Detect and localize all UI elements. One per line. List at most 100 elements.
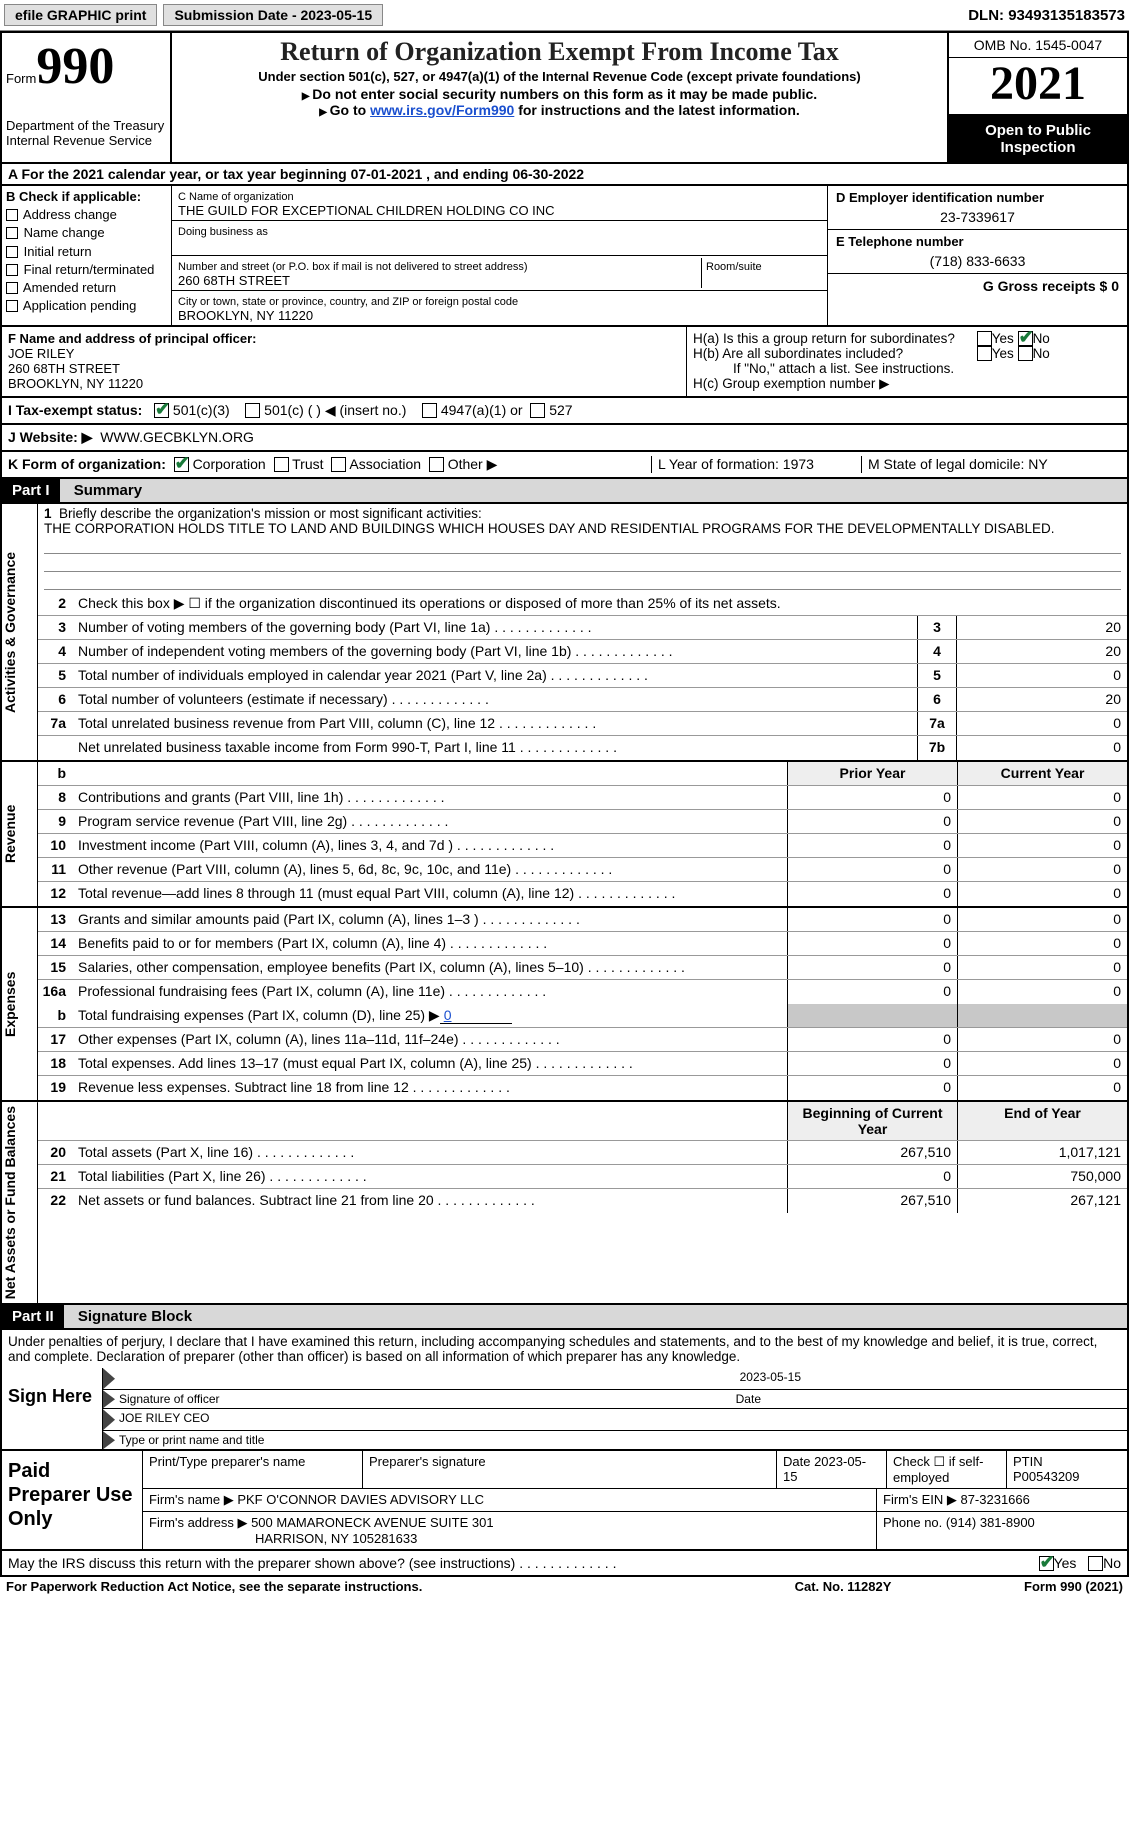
line-7a: 7a Total unrelated business revenue from…: [38, 712, 1127, 736]
num-7a: 7a: [38, 712, 74, 735]
room-label: Room/suite: [706, 261, 762, 273]
k-assoc[interactable]: [331, 457, 346, 472]
f-no: No: [1103, 1555, 1121, 1571]
curr-12: 0: [957, 882, 1127, 906]
p-row-3: Firm's address ▶ 500 MAMARONECK AVENUE S…: [143, 1512, 1127, 1549]
prior-15: 0: [787, 956, 957, 979]
ha-yes[interactable]: [977, 331, 992, 346]
omb-number: OMB No. 1545-0047: [949, 33, 1127, 58]
website-value: WWW.GECBKLYN.ORG: [100, 429, 254, 445]
firm-name-l: Firm's name ▶: [149, 1492, 234, 1507]
header-right: OMB No. 1545-0047 2021 Open to Public In…: [947, 33, 1127, 162]
ha-no[interactable]: [1018, 331, 1033, 346]
header-middle: Return of Organization Exempt From Incom…: [172, 33, 947, 162]
prep-date: Date 2023-05-15: [777, 1451, 887, 1488]
city-state-zip: BROOKLYN, NY 11220: [178, 308, 313, 323]
hb-yes[interactable]: [977, 346, 992, 361]
ein-label: D Employer identification number: [836, 190, 1119, 205]
city-label: City or town, state or province, country…: [178, 296, 518, 308]
line-20: 20 Total assets (Part X, line 16) 267,51…: [38, 1141, 1127, 1165]
irs-label: Internal Revenue Service: [6, 133, 166, 148]
prior-10: 0: [787, 834, 957, 857]
txt-14: Benefits paid to or for members (Part IX…: [74, 932, 787, 955]
sig-right: 2023-05-15 Signature of officerDate JOE …: [102, 1368, 1127, 1449]
col-d: D Employer identification number 23-7339…: [827, 186, 1127, 325]
curr-8: 0: [957, 786, 1127, 809]
irs-link[interactable]: www.irs.gov/Form990: [370, 102, 514, 118]
bottom-bar: For Paperwork Reduction Act Notice, see …: [0, 1577, 1129, 1596]
checkbox-name-change[interactable]: [6, 227, 18, 239]
col-b-title: B Check if applicable:: [6, 189, 141, 204]
line-21: 21 Total liabilities (Part X, line 26) 0…: [38, 1165, 1127, 1189]
checkbox-initial-return[interactable]: [6, 246, 18, 258]
side-ag: Activities & Governance: [2, 504, 38, 760]
line-6: 6 Total number of volunteers (estimate i…: [38, 688, 1127, 712]
curr-18: 0: [957, 1052, 1127, 1075]
num-8: 8: [38, 786, 74, 809]
txt-10: Investment income (Part VIII, column (A)…: [74, 834, 787, 857]
opt-5: Application pending: [23, 298, 136, 313]
sig-date: 2023-05-15: [740, 1370, 801, 1384]
k-trust[interactable]: [274, 457, 289, 472]
entity-area: B Check if applicable: Address change Na…: [0, 186, 1129, 327]
line-5: 5 Total number of individuals employed i…: [38, 664, 1127, 688]
hc-label: H(c) Group exemption number ▶: [693, 376, 1121, 392]
txt-8: Contributions and grants (Part VIII, lin…: [74, 786, 787, 809]
p-row-1: Print/Type preparer's name Preparer's si…: [143, 1451, 1127, 1489]
part2-header: Part II Signature Block: [0, 1305, 1129, 1330]
form-subtitle: Under section 501(c), 527, or 4947(a)(1)…: [178, 69, 941, 84]
discuss-yes[interactable]: [1039, 1556, 1054, 1571]
i-501c3[interactable]: [154, 403, 169, 418]
discuss-text: May the IRS discuss this return with the…: [8, 1555, 515, 1571]
num-13: 13: [38, 908, 74, 931]
yes-1: Yes: [992, 331, 1014, 346]
ein-cell: D Employer identification number 23-7339…: [828, 186, 1127, 230]
i-527[interactable]: [530, 403, 545, 418]
txt-22: Net assets or fund balances. Subtract li…: [74, 1189, 787, 1213]
opt-0: Address change: [23, 207, 117, 222]
discuss-row: May the IRS discuss this return with the…: [0, 1551, 1129, 1577]
no-2: No: [1033, 346, 1050, 361]
checkbox-final-return[interactable]: [6, 264, 18, 276]
sum-body-na: Beginning of Current Year End of Year 20…: [38, 1102, 1127, 1303]
txt-17: Other expenses (Part IX, column (A), lin…: [74, 1028, 787, 1051]
efile-button[interactable]: efile GRAPHIC print: [4, 4, 157, 26]
hdr-curr: Current Year: [957, 762, 1127, 785]
curr-11: 0: [957, 858, 1127, 881]
ul1: [44, 536, 1121, 554]
k-o2: Association: [349, 456, 421, 472]
checkbox-address-change[interactable]: [6, 209, 18, 221]
checkbox-application-pending[interactable]: [6, 300, 18, 312]
curr-22: 267,121: [957, 1189, 1127, 1213]
org-name-cell: C Name of organization THE GUILD FOR EXC…: [172, 186, 827, 221]
val-7b: 0: [957, 736, 1127, 760]
k-other[interactable]: [429, 457, 444, 472]
summary-na: Net Assets or Fund Balances Beginning of…: [0, 1102, 1129, 1305]
part1-badge: Part I: [2, 479, 60, 502]
discuss-no[interactable]: [1088, 1556, 1103, 1571]
checkbox-amended[interactable]: [6, 282, 18, 294]
txt-18: Total expenses. Add lines 13–17 (must eq…: [74, 1052, 787, 1075]
k-o3: Other ▶: [448, 456, 498, 472]
hb-no[interactable]: [1018, 346, 1033, 361]
k-corp[interactable]: [174, 457, 189, 472]
curr-17: 0: [957, 1028, 1127, 1051]
row-k: K Form of organization: Corporation Trus…: [0, 452, 1129, 479]
i-501c[interactable]: [245, 403, 260, 418]
officer-name: JOE RILEY: [8, 346, 74, 361]
f-yes: Yes: [1054, 1555, 1077, 1571]
j-label: J Website: ▶: [8, 429, 92, 445]
tax-year: 2021: [949, 58, 1127, 116]
k-label: K Form of organization:: [8, 456, 166, 472]
i-4947[interactable]: [422, 403, 437, 418]
sig-labels-2: Type or print name and title: [103, 1431, 1127, 1449]
firm-addr-v2: HARRISON, NY 105281633: [149, 1531, 417, 1546]
officer-sig-label: Signature of officer: [119, 1392, 220, 1406]
sh2: [957, 1004, 1127, 1027]
goto-post: for instructions and the latest informat…: [514, 102, 799, 118]
m-state: M State of legal domicile: NY: [861, 456, 1121, 473]
opt-4: Amended return: [23, 280, 116, 295]
curr-20: 1,017,121: [957, 1141, 1127, 1164]
summary-exp: Expenses 13 Grants and similar amounts p…: [0, 908, 1129, 1102]
line-10: 10 Investment income (Part VIII, column …: [38, 834, 1127, 858]
